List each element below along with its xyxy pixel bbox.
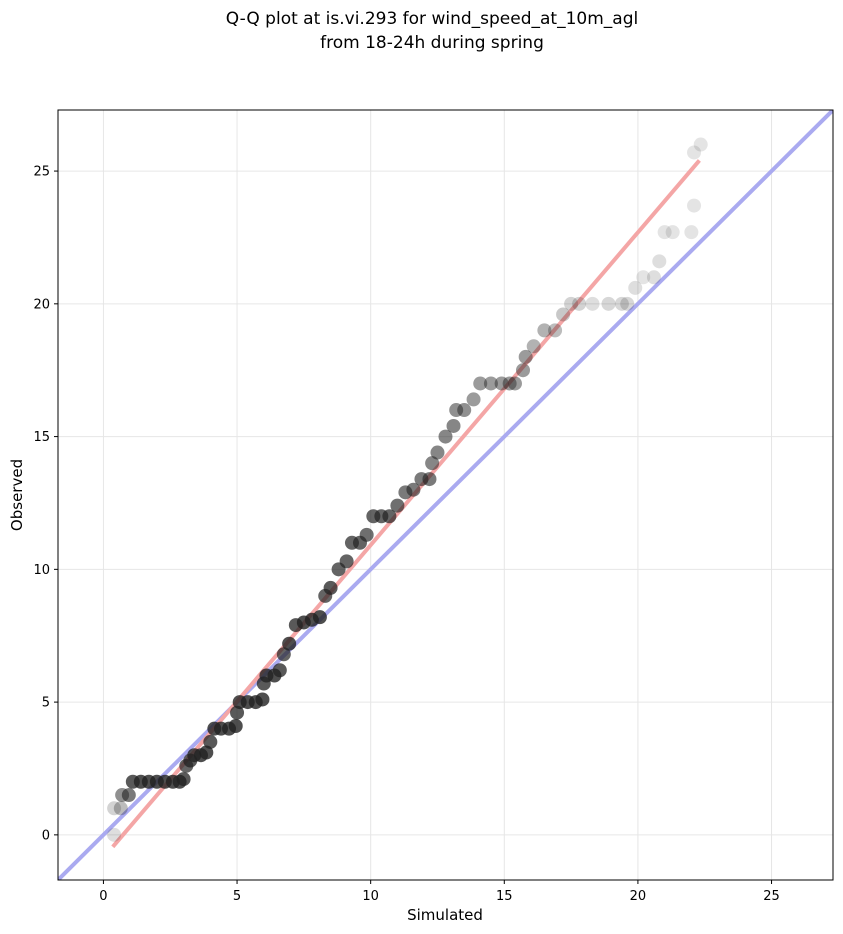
plot-frame: [57, 109, 834, 881]
y-tick-label-5: 25: [33, 165, 50, 180]
qq-point-41: [339, 554, 354, 569]
qq-point-32: [276, 647, 291, 662]
qq-point-12: [176, 772, 191, 787]
qq-point-84: [687, 198, 702, 213]
plot-area: [58, 110, 833, 880]
x-tick-label-3: 15: [496, 889, 513, 904]
x-tick-label-5: 25: [763, 889, 780, 904]
qq-point-81: [657, 225, 672, 240]
qq-point-50: [406, 482, 421, 497]
y-tick-label-3: 15: [33, 430, 50, 445]
qq-point-78: [636, 270, 651, 285]
x-tick-label-1: 5: [233, 889, 241, 904]
qq-point-52: [422, 472, 437, 487]
identity-line: [58, 110, 833, 880]
x-tick-label-4: 20: [630, 889, 647, 904]
qq-point-27: [255, 692, 270, 707]
chart-title-line-2: from 18-24h during spring: [320, 33, 544, 53]
qq-point-67: [526, 339, 541, 354]
fit-line: [111, 159, 701, 849]
qq-point-63: [502, 376, 517, 391]
qq-point-37: [312, 610, 327, 625]
qq-point-75: [614, 296, 629, 311]
qq-point-4: [121, 788, 136, 803]
axis-ticks: 0 5 10 15 20 25 0 5 10 15 20 25: [33, 165, 779, 904]
qq-point-70: [556, 307, 571, 322]
qq-point-59: [466, 392, 481, 407]
y-tick-label-2: 10: [33, 563, 50, 578]
qq-point-73: [585, 296, 600, 311]
qq-point-22: [228, 719, 243, 733]
y-tick-label-4: 20: [33, 297, 50, 312]
qq-point-33: [282, 636, 297, 651]
grid: [58, 110, 833, 880]
qq-point-61: [483, 376, 498, 391]
qq-point-54: [430, 445, 445, 460]
qq-point-53: [425, 456, 440, 471]
x-tick-label-2: 10: [362, 889, 379, 904]
qq-point-64: [507, 376, 522, 391]
qq-point-80: [652, 254, 667, 269]
qq-point-62: [494, 376, 509, 391]
qq-point-82: [665, 225, 680, 240]
qq-point-83: [684, 225, 699, 240]
qq-point-47: [382, 509, 397, 524]
qq-point-39: [323, 580, 338, 595]
qq-point-68: [537, 323, 552, 338]
qq-point-55: [438, 429, 453, 444]
x-tick-label-0: 0: [99, 889, 107, 904]
y-tick-label-0: 0: [42, 828, 50, 843]
qq-point-2: [113, 801, 128, 816]
qq-point-76: [620, 296, 635, 311]
qq-point-1: [107, 801, 122, 816]
y-axis-label: Observed: [8, 459, 26, 531]
qq-point-0: [107, 827, 122, 842]
qq-point-77: [628, 280, 643, 295]
qq-point-44: [359, 527, 374, 542]
y-tick-label-1: 5: [42, 696, 50, 711]
qq-point-17: [199, 745, 214, 760]
chart-title-line-1: Q-Q plot at is.vi.293 for wind_speed_at_…: [226, 9, 638, 29]
x-axis-label: Simulated: [407, 906, 483, 924]
qq-point-74: [601, 296, 616, 311]
qq-point-31: [272, 663, 287, 678]
qq-point-85: [687, 145, 702, 160]
qq-point-69: [548, 323, 563, 338]
qq-point-23: [230, 705, 245, 720]
qq-point-56: [446, 418, 461, 433]
qq-point-60: [473, 376, 488, 391]
qq-point-18: [203, 734, 218, 749]
qq-point-86: [693, 137, 708, 152]
qq-point-72: [572, 296, 587, 311]
qq-point-58: [457, 403, 472, 418]
qq-point-71: [564, 296, 579, 311]
qq-point-65: [516, 363, 530, 378]
qq-point-66: [518, 349, 533, 364]
qq-point-48: [390, 498, 405, 513]
qq-point-79: [646, 270, 661, 285]
